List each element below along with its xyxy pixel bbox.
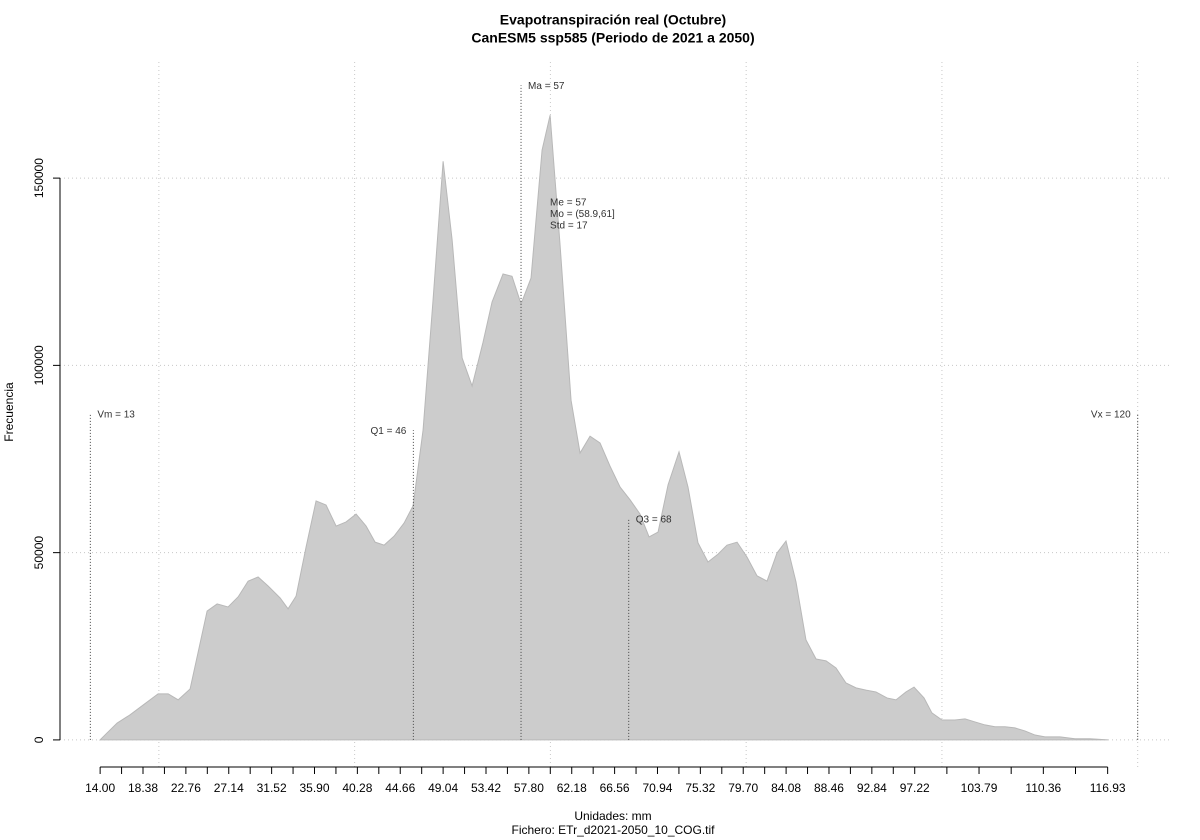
y-axis-label: Frecuencia [2,382,16,442]
x-tick-label: 79.70 [728,781,758,795]
x-tick-label: 18.38 [128,781,158,795]
x-tick-label: 75.32 [685,781,715,795]
y-tick-label: 150000 [32,158,46,198]
x-tick-label: 31.52 [257,781,287,795]
chart-title: Evapotranspiración real (Octubre) [500,12,726,28]
x-tick-label: 53.42 [471,781,501,795]
x-tick-label: 110.36 [1025,781,1061,795]
x-tick-label: 97.22 [900,781,930,795]
stat-label: Ma = 57 [528,81,565,92]
y-tick-label: 50000 [32,536,46,570]
x-axis-label: Unidades: mm [574,809,651,823]
stat-text: Std = 17 [550,221,588,232]
x-tick-label: 84.08 [771,781,801,795]
x-tick-label: 49.04 [428,781,458,795]
stat-label: Vm = 13 [97,410,135,421]
x-tick-label: 88.46 [814,781,844,795]
x-tick-label: 66.56 [600,781,630,795]
chart-subtitle: CanESM5 ssp585 (Periodo de 2021 a 2050) [471,30,754,46]
y-tick-label: 0 [32,736,46,743]
x-tick-label: 92.84 [857,781,887,795]
x-tick-label: 35.90 [299,781,329,795]
file-label: Fichero: ETr_d2021-2050_10_COG.tif [512,823,716,837]
x-tick-label: 44.66 [385,781,415,795]
stat-label: Q1 = 46 [371,426,407,437]
x-tick-label: 40.28 [342,781,372,795]
area [98,115,1108,741]
x-tick-label: 116.93 [1090,781,1126,795]
stat-label: Q3 = 68 [636,515,672,526]
x-tick-label: 103.79 [961,781,998,795]
stat-label: Vx = 120 [1091,410,1131,421]
y-tick-label: 100000 [32,345,46,385]
x-tick-label: 62.18 [557,781,587,795]
stat-text: Mo = (58.9,61] [550,209,615,220]
stat-text: Me = 57 [550,198,587,209]
x-tick-label: 27.14 [214,781,244,795]
x-tick-label: 57.80 [514,781,544,795]
x-tick-label: 70.94 [642,781,672,795]
x-tick-label: 14.00 [85,781,115,795]
x-tick-label: 22.76 [171,781,201,795]
